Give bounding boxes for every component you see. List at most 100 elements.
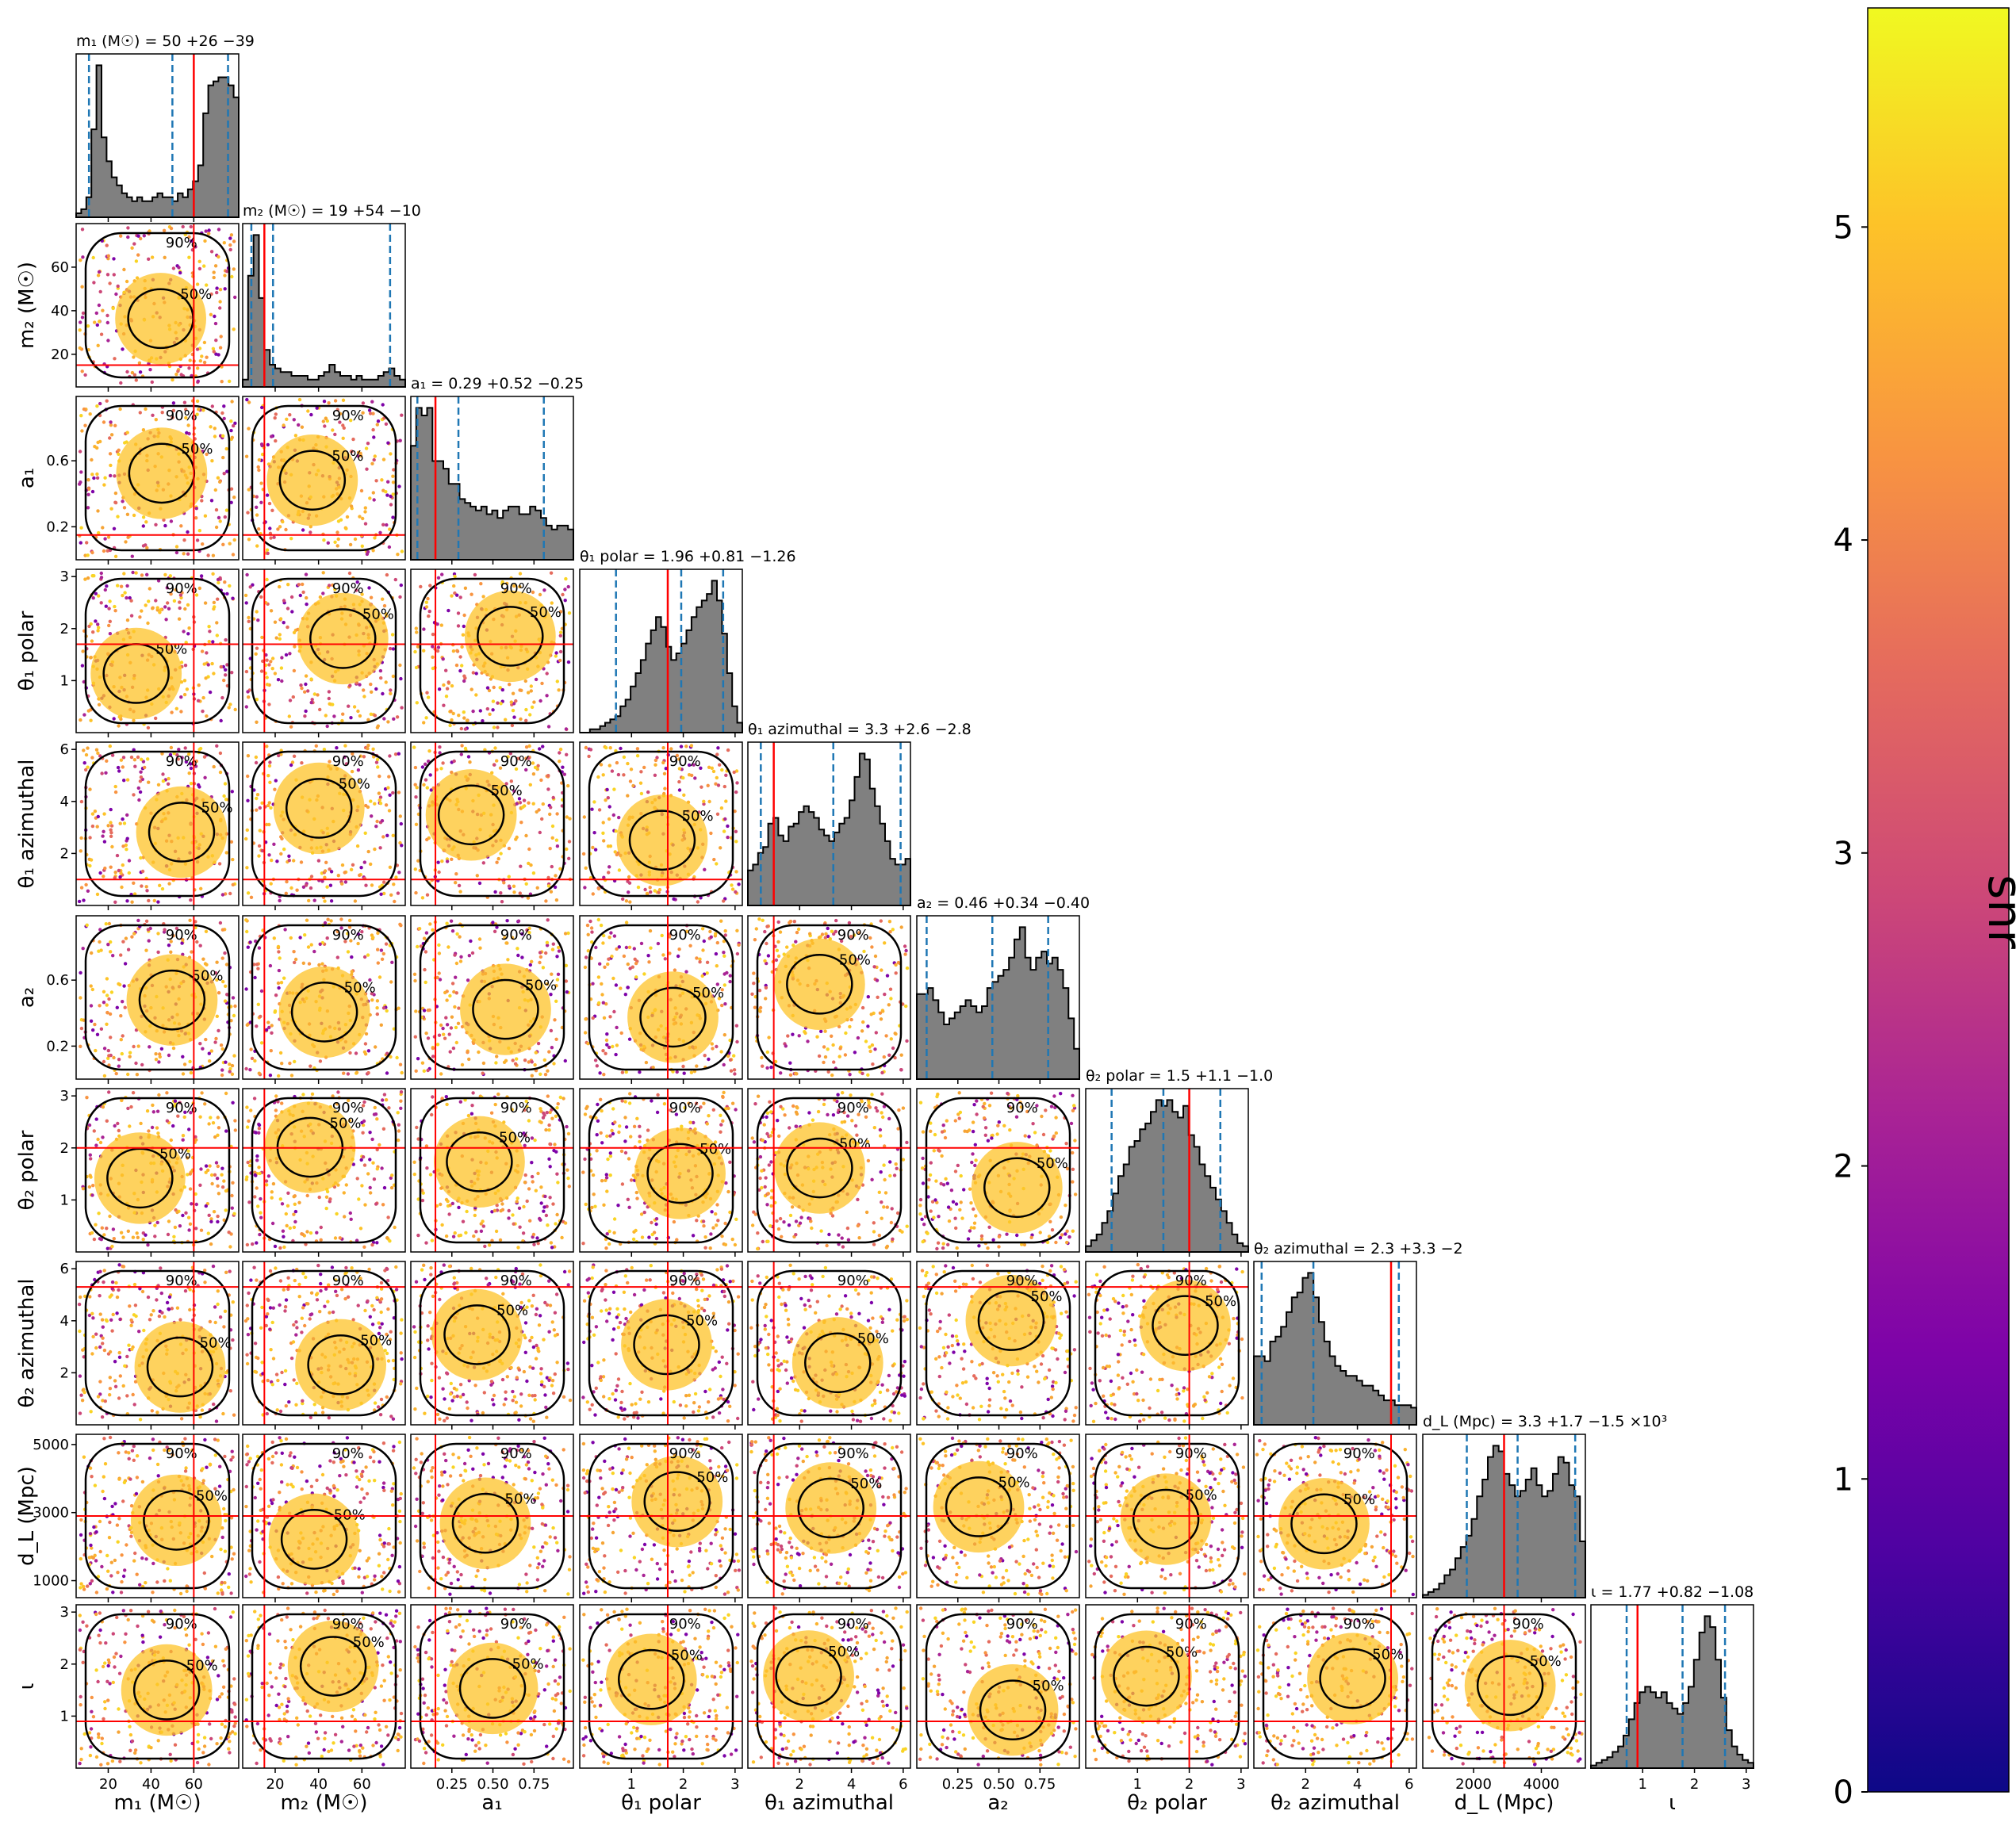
contour-90 — [588, 924, 734, 1071]
y-axis-label-t1p: θ₁ polar — [15, 611, 39, 691]
contour-label-50: 50% — [692, 985, 724, 1001]
contour-90 — [925, 1097, 1071, 1244]
title-t1p: θ₁ polar = 1.96 +0.81 −1.26 — [580, 548, 796, 565]
contour-50 — [979, 1679, 1047, 1741]
panel-a2-t1a: 50%90% — [747, 915, 911, 1084]
x-tick-label: 6 — [1405, 1776, 1413, 1793]
density-core — [130, 1474, 222, 1567]
contour-50 — [775, 1645, 842, 1707]
density-core — [971, 1142, 1063, 1234]
contour-90 — [756, 1097, 903, 1244]
contour-label-50: 50% — [496, 1303, 528, 1319]
panel-t2p-t1a: 50% 90% — [747, 1088, 911, 1257]
contour-label-50: 50% — [671, 1647, 703, 1663]
density-core — [116, 427, 208, 519]
contour-50 — [1152, 1295, 1219, 1356]
contour-label-50: 50% — [339, 776, 370, 793]
y-tick-label: 1 — [60, 1192, 69, 1208]
contour-90 — [84, 1097, 231, 1244]
y-tick-label: 3000 — [33, 1505, 69, 1522]
y-tick-label: 40 — [51, 303, 69, 320]
panel-frame — [410, 915, 574, 1080]
x-axis-label-t1a: θ₁ azimuthal — [765, 1791, 894, 1815]
contour-50 — [458, 1658, 527, 1719]
contour-label-90: 90% — [500, 1616, 532, 1633]
contour-50 — [143, 1490, 210, 1551]
contour-50 — [106, 1147, 174, 1209]
x-tick-label: 0.25 — [942, 1776, 974, 1793]
panel-t2p-a1: 50% 90% — [410, 1088, 574, 1257]
density-core — [115, 273, 206, 365]
panel-frame — [410, 1604, 574, 1769]
contour-label-50: 50% — [181, 441, 213, 457]
panel-iota-a2: 50% 90% — [916, 1604, 1080, 1773]
contour-50 — [786, 953, 853, 1015]
panel-iota-m2: 50%90% — [242, 1604, 406, 1773]
y-tick-label: 2 — [60, 1656, 69, 1673]
contour-label-90: 90% — [166, 1100, 197, 1116]
y-axis-label-t1a: θ₁ azimuthal — [15, 759, 39, 888]
contour-90 — [1262, 1613, 1409, 1760]
panel-dL-m1: 50% 90% — [71, 1434, 240, 1602]
panel-a1-m1: 50% 90% — [71, 396, 240, 565]
density-core — [773, 938, 865, 1030]
title-t1a: θ₁ azimuthal = 3.3 +2.6 −2.8 — [748, 721, 972, 738]
density-core — [1278, 1478, 1370, 1570]
panel-iota-dL: 50% 90% — [1422, 1604, 1586, 1773]
contour-50 — [278, 450, 347, 511]
panel-iota-t1a: 50% 90% — [747, 1604, 911, 1773]
panel-iota-t2a: 50% 90% — [1253, 1604, 1417, 1773]
panel-frame — [242, 396, 406, 561]
contour-label-50: 50% — [180, 286, 212, 303]
contour-label-90: 90% — [332, 1616, 364, 1633]
contour-label-90: 90% — [669, 1616, 701, 1633]
contour-50 — [633, 1314, 700, 1376]
contour-label-90: 90% — [1006, 1616, 1038, 1633]
contour-50 — [1132, 1488, 1200, 1550]
density-core — [136, 786, 228, 879]
density-core — [464, 590, 556, 683]
contour-50 — [1113, 1645, 1180, 1707]
contour-label-50: 50% — [998, 1475, 1030, 1491]
contour-50 — [639, 986, 707, 1048]
panel-frame — [1253, 1434, 1417, 1598]
contour-label-50: 50% — [196, 1488, 228, 1505]
x-axis-label-dL: d_L (Mpc) — [1455, 1791, 1554, 1815]
contour-label-50: 50% — [192, 968, 224, 985]
density-core — [431, 1288, 523, 1381]
panel-frame — [1253, 1604, 1417, 1769]
contour-label-50: 50% — [839, 1135, 871, 1152]
contour-label-50: 50% — [505, 1491, 537, 1507]
x-tick-label: 40 — [309, 1776, 328, 1793]
density-core — [297, 592, 389, 685]
contour-label-90: 90% — [669, 1445, 701, 1462]
contour-label-90: 90% — [837, 927, 869, 944]
panel-frame — [75, 741, 240, 906]
x-tick-label: 0.50 — [477, 1776, 508, 1793]
panel-frame — [242, 1434, 406, 1598]
panel-dL-a1: 50% 90% — [410, 1434, 574, 1602]
scatter-points — [581, 1263, 741, 1423]
contour-label-90: 90% — [500, 1273, 532, 1289]
panel-t2a-a2: 50%90% — [916, 1261, 1080, 1430]
x-tick-label: 1 — [1133, 1776, 1142, 1793]
panel-t2a-t2p: 50%90% — [1085, 1261, 1249, 1430]
panel-frame — [75, 223, 240, 388]
contour-label-50: 50% — [1166, 1644, 1198, 1660]
y-tick-label: 3 — [60, 1088, 69, 1104]
panel-frame — [75, 1088, 240, 1253]
panel-iota-iota — [1590, 1604, 1754, 1773]
contour-label-50: 50% — [344, 980, 376, 997]
y-tick-label: 1000 — [33, 1573, 69, 1590]
title-dL: d_L (Mpc) = 3.3 +1.7 −1.5 ×10³ — [1423, 1413, 1667, 1430]
panel-t2p-m2: 50%90% — [242, 1088, 406, 1257]
contour-label-50: 50% — [530, 604, 561, 621]
contour-label-90: 90% — [166, 235, 197, 251]
density-core — [1140, 1279, 1231, 1372]
panel-t2a-m2: 50% 90% — [242, 1261, 406, 1430]
y-axis-label-a2: a₂ — [15, 987, 39, 1008]
panel-frame — [747, 1434, 911, 1598]
contour-label-50: 50% — [850, 1476, 882, 1492]
x-axis-label-t2a: θ₂ azimuthal — [1271, 1791, 1400, 1815]
contour-label-50: 50% — [696, 1469, 728, 1486]
